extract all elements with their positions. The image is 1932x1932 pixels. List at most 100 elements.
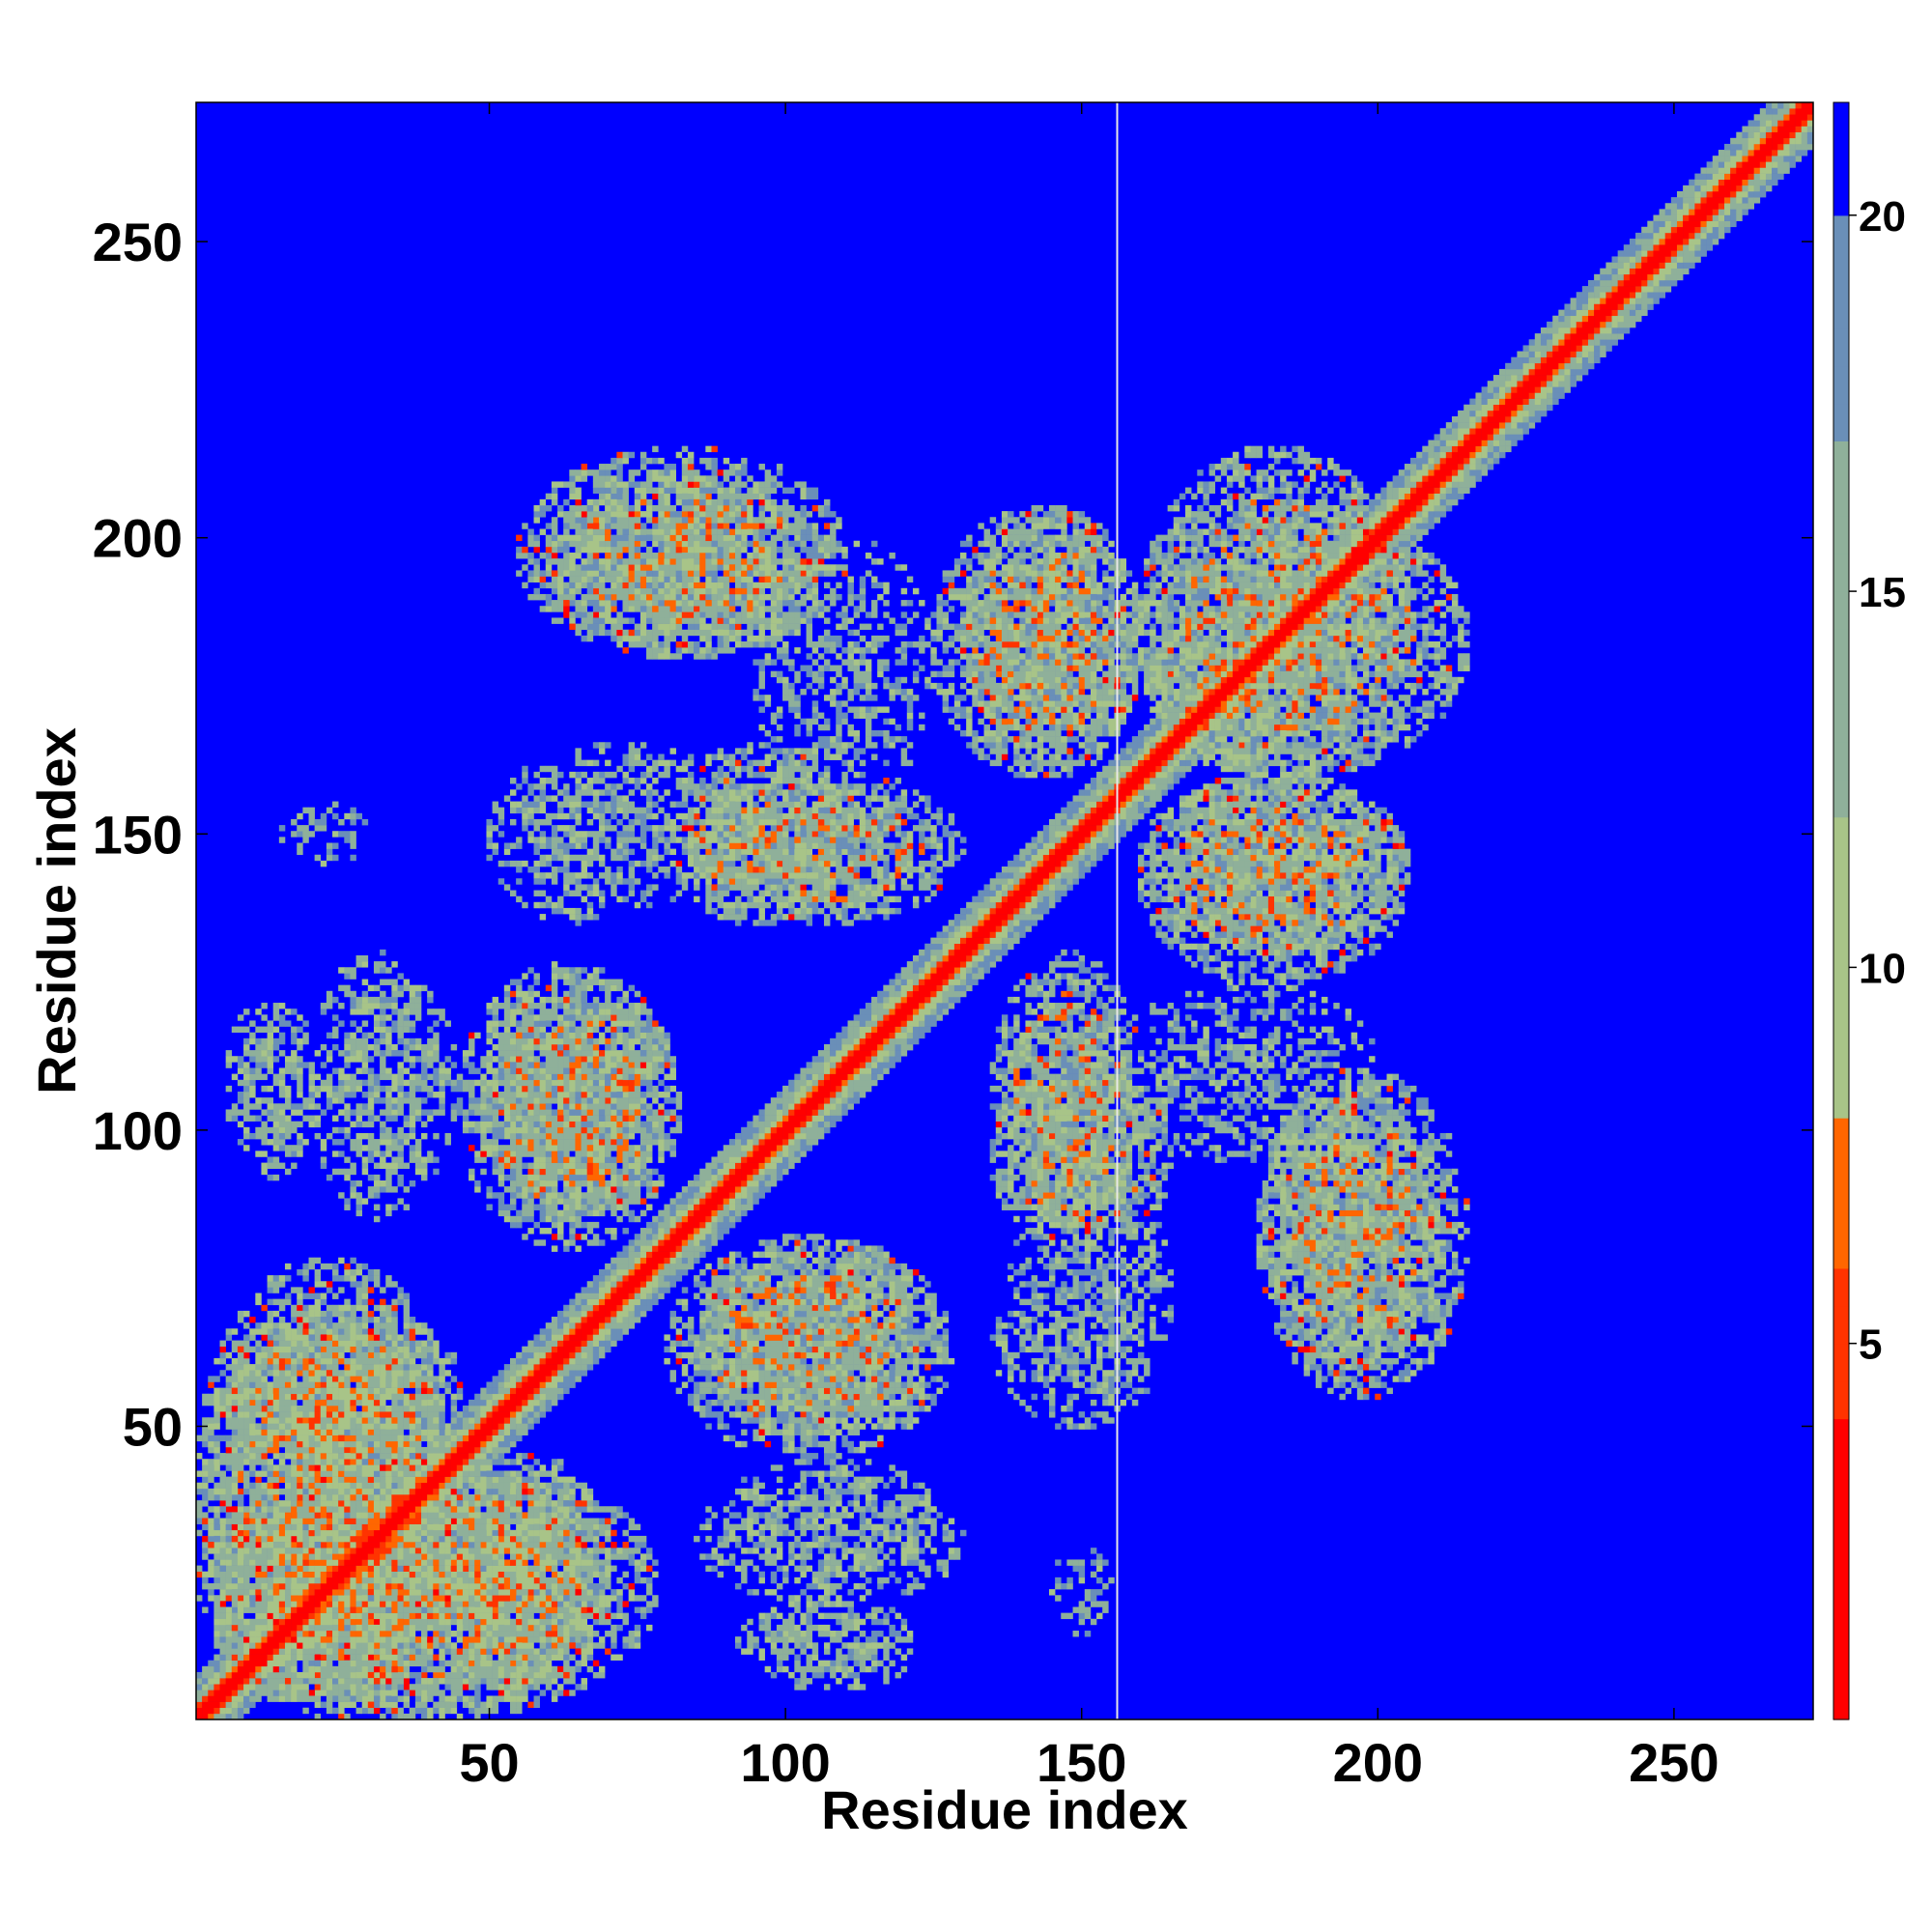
heatmap-cell bbox=[249, 1519, 255, 1524]
heatmap-cell bbox=[924, 950, 930, 955]
heatmap-cell bbox=[527, 1655, 533, 1661]
heatmap-cell bbox=[1061, 808, 1066, 813]
heatmap-cell bbox=[498, 1672, 504, 1678]
heatmap-cell bbox=[1055, 867, 1061, 872]
heatmap-cell bbox=[729, 1175, 735, 1180]
heatmap-cell bbox=[1754, 161, 1760, 167]
heatmap-cell bbox=[800, 1145, 806, 1151]
heatmap-cell bbox=[1380, 564, 1386, 570]
heatmap-cell bbox=[1594, 280, 1600, 286]
heatmap-cell bbox=[1517, 399, 1522, 405]
heatmap-cell bbox=[1085, 802, 1091, 808]
heatmap-cell bbox=[1783, 156, 1789, 161]
heatmap-cell bbox=[1582, 357, 1588, 363]
heatmap-cell bbox=[871, 1027, 877, 1033]
heatmap-cell bbox=[741, 1192, 747, 1198]
heatmap-cell bbox=[527, 1364, 533, 1370]
heatmap-cell bbox=[1108, 831, 1114, 837]
heatmap-cell bbox=[404, 1631, 410, 1636]
heatmap-cell bbox=[1742, 156, 1747, 161]
heatmap-cell bbox=[1043, 896, 1049, 902]
heatmap-cell bbox=[753, 1163, 758, 1169]
heatmap-cell bbox=[1469, 422, 1475, 428]
heatmap-cell bbox=[238, 1317, 243, 1322]
heatmap-cell bbox=[587, 1281, 593, 1287]
heatmap-cell bbox=[747, 1127, 753, 1133]
heatmap-cell bbox=[285, 1435, 291, 1441]
heatmap-cell bbox=[220, 1559, 226, 1565]
heatmap-cell bbox=[469, 1464, 474, 1470]
heatmap-cell bbox=[527, 1347, 533, 1352]
heatmap-cell bbox=[569, 1299, 575, 1305]
heatmap-cell bbox=[439, 1619, 444, 1625]
heatmap-cell bbox=[854, 1067, 860, 1073]
heatmap-cell bbox=[463, 1423, 469, 1429]
heatmap-cell bbox=[1405, 535, 1410, 541]
heatmap-cell bbox=[1482, 440, 1488, 446]
heatmap-cell bbox=[765, 1109, 771, 1115]
heatmap-cell bbox=[457, 1636, 463, 1642]
heatmap-cell bbox=[1096, 778, 1102, 783]
heatmap-cell bbox=[522, 1661, 527, 1666]
heatmap-cell bbox=[421, 1619, 427, 1625]
heatmap-cell bbox=[640, 1234, 646, 1239]
heatmap-cell bbox=[202, 1483, 208, 1489]
heatmap-cell bbox=[1511, 428, 1517, 434]
heatmap-cell bbox=[1238, 695, 1244, 700]
heatmap-cell bbox=[1594, 274, 1600, 280]
heatmap-cell bbox=[1008, 878, 1013, 884]
heatmap-cell bbox=[777, 1163, 782, 1169]
heatmap-cell bbox=[427, 1519, 433, 1524]
heatmap-cell bbox=[249, 1328, 255, 1334]
heatmap-cell bbox=[1766, 180, 1772, 185]
heatmap-cell bbox=[255, 1494, 261, 1500]
heatmap-cell bbox=[658, 1281, 664, 1287]
heatmap-cell bbox=[1558, 310, 1564, 316]
heatmap-cell bbox=[385, 1512, 391, 1518]
heatmap-cell bbox=[1416, 488, 1422, 494]
heatmap-cell bbox=[1257, 677, 1263, 683]
heatmap-cell bbox=[593, 1352, 599, 1358]
heatmap-cell bbox=[552, 1690, 557, 1695]
heatmap-cell bbox=[635, 1317, 640, 1322]
heatmap-cell bbox=[457, 1464, 463, 1470]
heatmap-cell bbox=[1079, 837, 1085, 842]
heatmap-cell bbox=[1013, 867, 1019, 872]
heatmap-cell bbox=[1564, 352, 1570, 357]
heatmap-cell bbox=[463, 1489, 469, 1494]
heatmap-cell bbox=[1689, 239, 1694, 244]
heatmap-cell bbox=[1032, 867, 1037, 872]
heatmap-cell bbox=[208, 1477, 213, 1483]
heatmap-cell bbox=[782, 1122, 788, 1127]
heatmap-cell bbox=[385, 1489, 391, 1494]
heatmap-cell bbox=[297, 1577, 302, 1583]
heatmap-cell bbox=[498, 1381, 504, 1387]
heatmap-cell bbox=[984, 950, 990, 955]
heatmap-cell bbox=[1713, 191, 1719, 197]
heatmap-cell bbox=[1298, 617, 1304, 623]
heatmap-cell bbox=[249, 1506, 255, 1512]
heatmap-cell bbox=[1458, 469, 1463, 475]
heatmap-cell bbox=[1713, 227, 1719, 233]
heatmap-cell bbox=[321, 1601, 327, 1606]
heatmap-cell bbox=[854, 1097, 860, 1103]
heatmap-cell bbox=[279, 1500, 285, 1506]
heatmap-cell bbox=[332, 1601, 338, 1606]
heatmap-cell bbox=[1552, 399, 1558, 405]
heatmap-cell bbox=[949, 967, 954, 973]
heatmap-cell bbox=[516, 1702, 522, 1708]
heatmap-cell bbox=[587, 1305, 593, 1311]
heatmap-cell bbox=[569, 1690, 575, 1695]
heatmap-cell bbox=[516, 1400, 522, 1406]
heatmap-cell bbox=[1558, 352, 1564, 357]
heatmap-cell bbox=[895, 997, 901, 1003]
heatmap-cell bbox=[1102, 808, 1108, 813]
heatmap-cell bbox=[1215, 700, 1221, 706]
heatmap-cell bbox=[1304, 624, 1310, 630]
heatmap-cell bbox=[415, 1519, 421, 1524]
heatmap-cell bbox=[682, 1210, 688, 1216]
heatmap-cell bbox=[582, 1678, 587, 1684]
heatmap-cell bbox=[321, 1577, 327, 1583]
heatmap-cell bbox=[527, 1394, 533, 1400]
heatmap-cell bbox=[1547, 405, 1552, 411]
